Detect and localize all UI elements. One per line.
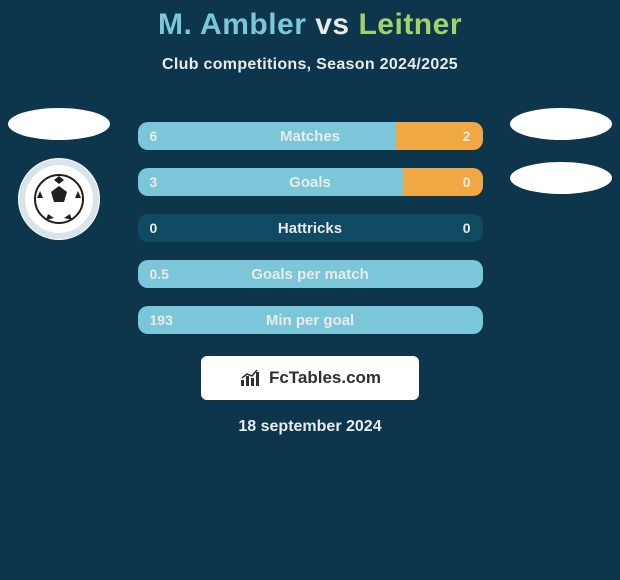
date-text: 18 september 2024	[0, 418, 620, 436]
content-area: 62Matches 30Goals 0 0Hattricks 0.5Goals per …	[0, 100, 620, 436]
bar-right-fill	[403, 168, 482, 196]
page-title: M. Ambler vs Leitner	[0, 0, 620, 42]
player-avatar-placeholder-left	[8, 108, 110, 140]
stat-label: Hattricks	[138, 214, 483, 242]
subtitle: Club competitions, Season 2024/2025	[0, 56, 620, 74]
bar-right-fill	[396, 122, 482, 150]
stat-row: 62Matches	[138, 122, 483, 150]
comparison-canvas: M. Ambler vs Leitner Club competitions, …	[0, 0, 620, 580]
stat-value-right: 0	[463, 214, 471, 242]
brand-badge: FcTables.com	[201, 356, 419, 400]
title-player-1: M. Ambler	[158, 8, 306, 41]
bar-left-fill	[138, 260, 483, 288]
bar-left-fill	[138, 306, 483, 334]
stat-value-left: 0	[150, 214, 158, 242]
bar-chart-icon	[239, 368, 263, 388]
bar-left-fill	[138, 122, 397, 150]
stat-row: 0.5Goals per match	[138, 260, 483, 288]
side-right	[506, 100, 616, 194]
stat-row: 0 0Hattricks	[138, 214, 483, 242]
player-avatar-placeholder-right	[510, 108, 612, 140]
club-badge-placeholder-right	[510, 162, 612, 194]
brand-text: FcTables.com	[269, 368, 381, 388]
title-player-2: Leitner	[358, 8, 462, 41]
stat-row: 193Min per goal	[138, 306, 483, 334]
stat-bars: 62Matches 30Goals 0 0Hattricks 0.5Goals per …	[138, 100, 483, 334]
bar-left-fill	[138, 168, 404, 196]
title-vs: vs	[315, 8, 349, 41]
stat-row: 30Goals	[138, 168, 483, 196]
side-left	[4, 100, 114, 240]
club-badge-left	[18, 158, 100, 240]
club-badge-svg	[18, 158, 100, 240]
